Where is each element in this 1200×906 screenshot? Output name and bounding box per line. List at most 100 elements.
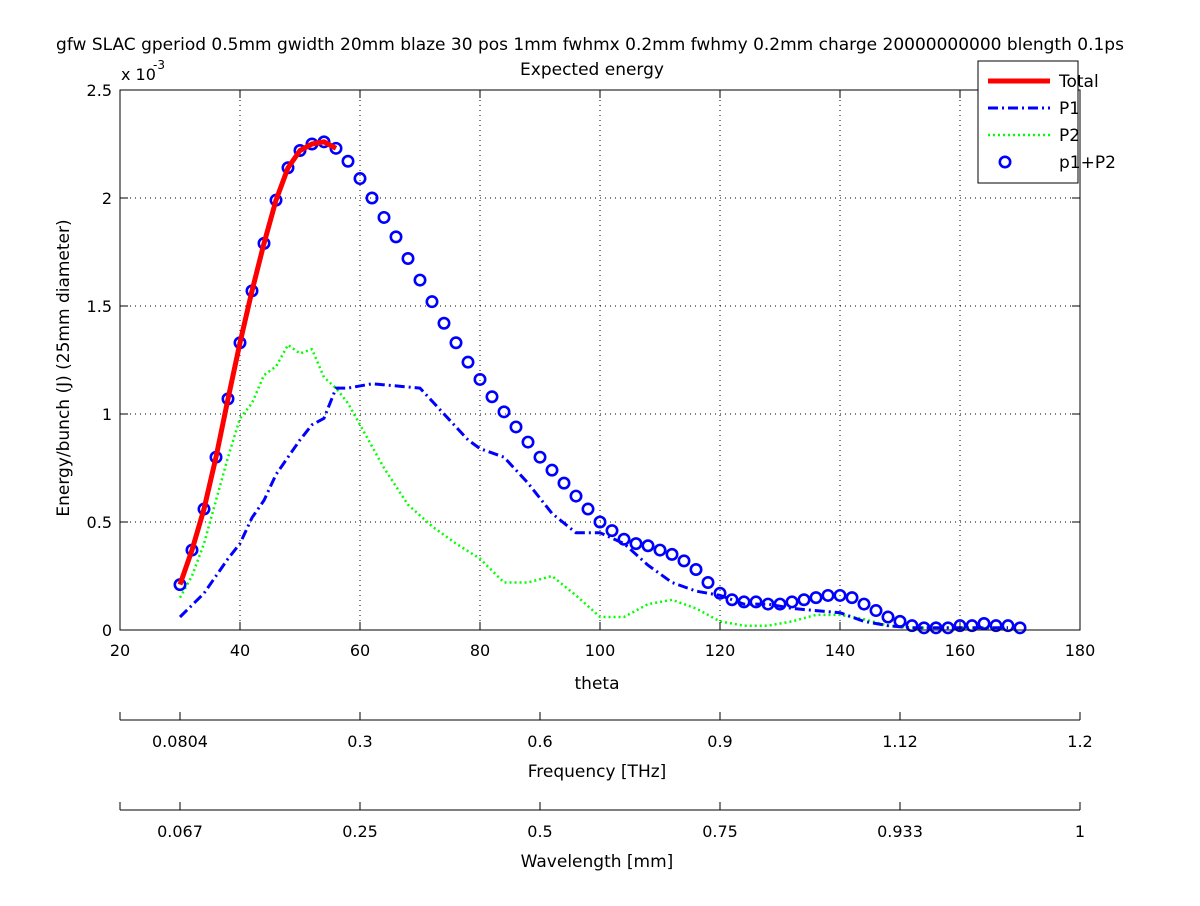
data-point [821, 588, 835, 602]
data-point [761, 597, 775, 611]
data-point [977, 617, 991, 631]
legend-marker [998, 155, 1012, 169]
secondary-axis: 0.067 0.25 0.5 0.75 0.933 1 Wavelength [mm] [119, 802, 1085, 872]
y-tick-label: 2 [102, 189, 112, 208]
data-point [485, 390, 499, 404]
data-point [593, 515, 607, 529]
data-point [653, 543, 667, 557]
y-tick-label: 1 [102, 405, 112, 424]
secondary-axis: 0.0804 0.3 0.6 0.9 1.12 1.2 Frequency [THz] [119, 712, 1093, 782]
grid [120, 90, 1080, 630]
data-point [869, 604, 883, 618]
x-tick-label: 180 [1065, 641, 1096, 660]
data-point [641, 539, 655, 553]
data-point [905, 619, 919, 633]
data-point [365, 191, 379, 205]
x-tick-label: 80 [470, 641, 490, 660]
data-point [353, 172, 367, 186]
data-point [569, 489, 583, 503]
secondary-tick-label: 1 [1075, 822, 1085, 841]
data-point [605, 524, 619, 538]
secondary-tick-label: 0.0804 [152, 732, 208, 751]
data-point [437, 316, 451, 330]
data-point [461, 355, 475, 369]
secondary-tick-label: 1.2 [1067, 732, 1092, 751]
data-point [473, 372, 487, 386]
series-p2 [178, 343, 1008, 630]
y-tick-label: 0 [102, 621, 112, 640]
y-exponent-label: x 10 -3 [121, 58, 165, 84]
series-layer [173, 135, 1027, 635]
secondary-axis-label: Wavelength [mm] [521, 852, 674, 872]
data-point [521, 435, 535, 449]
data-point [941, 621, 955, 635]
data-point [665, 547, 679, 561]
data-point [425, 295, 439, 309]
data-point [401, 251, 415, 265]
data-point [689, 563, 703, 577]
secondary-tick-label: 0.75 [702, 822, 738, 841]
y-axis-label: Energy/bunch (J) (25mm diameter) [54, 219, 74, 516]
x-tick-label: 120 [705, 641, 736, 660]
series-p1 [178, 382, 1008, 630]
y-exponent-base: x 10 [121, 65, 156, 84]
data-point [509, 420, 523, 434]
data-point [389, 230, 403, 244]
data-point [545, 463, 559, 477]
data-point [989, 619, 1003, 633]
data-point [701, 575, 715, 589]
x-axis-label: theta [575, 674, 620, 694]
data-point [341, 154, 355, 168]
y-tick-label: 0.5 [87, 513, 112, 532]
data-point [881, 610, 895, 624]
data-point [629, 537, 643, 551]
secondary-tick-label: 0.933 [877, 822, 923, 841]
x-tick-label: 140 [825, 641, 856, 660]
secondary-tick-label: 0.067 [157, 822, 203, 841]
secondary-tick-label: 0.9 [707, 732, 732, 751]
data-point [725, 593, 739, 607]
secondary-tick-label: 0.6 [527, 732, 552, 751]
data-point [557, 476, 571, 490]
data-point [677, 554, 691, 568]
data-point [377, 210, 391, 224]
data-point [581, 502, 595, 516]
data-point [533, 450, 547, 464]
data-point [497, 405, 511, 419]
secondary-tick-label: 0.5 [527, 822, 552, 841]
secondary-axis-label: Frequency [THz] [528, 762, 667, 782]
data-point [713, 586, 727, 600]
legend-label: P1 [1059, 99, 1080, 119]
secondary-tick-label: 0.25 [342, 822, 378, 841]
data-point [953, 619, 967, 633]
legend-label: P2 [1059, 126, 1080, 146]
data-point [1013, 621, 1027, 635]
data-point [737, 595, 751, 609]
data-point [797, 593, 811, 607]
legend-label: Total [1058, 72, 1099, 92]
legend-label: p1+P2 [1059, 153, 1116, 173]
data-point [773, 597, 787, 611]
chart-title: gfw SLAC gperiod 0.5mm gwidth 20mm blaze… [56, 35, 1124, 55]
data-point [749, 595, 763, 609]
data-point [833, 588, 847, 602]
secondary-tick-label: 1.12 [882, 732, 918, 751]
y-tick-label: 1.5 [87, 297, 112, 316]
axes: 20 40 60 80 100 120 140 160 180 0 0.5 1 1.5 2 2.5 [87, 81, 1096, 660]
data-point [965, 619, 979, 633]
series-total [177, 139, 338, 586]
data-point [893, 614, 907, 628]
x-tick-label: 160 [945, 641, 976, 660]
y-tick-label: 2.5 [87, 81, 112, 100]
legend: Total P1 P2 p1+P2 [977, 60, 1116, 184]
x-tick-label: 100 [585, 641, 616, 660]
data-point [809, 591, 823, 605]
data-point [617, 532, 631, 546]
secondary-tick-label: 0.3 [347, 732, 372, 751]
x-tick-label: 60 [350, 641, 370, 660]
data-point [449, 336, 463, 350]
y-exponent-power: -3 [153, 58, 165, 72]
x-tick-label: 20 [110, 641, 130, 660]
data-point [929, 621, 943, 635]
